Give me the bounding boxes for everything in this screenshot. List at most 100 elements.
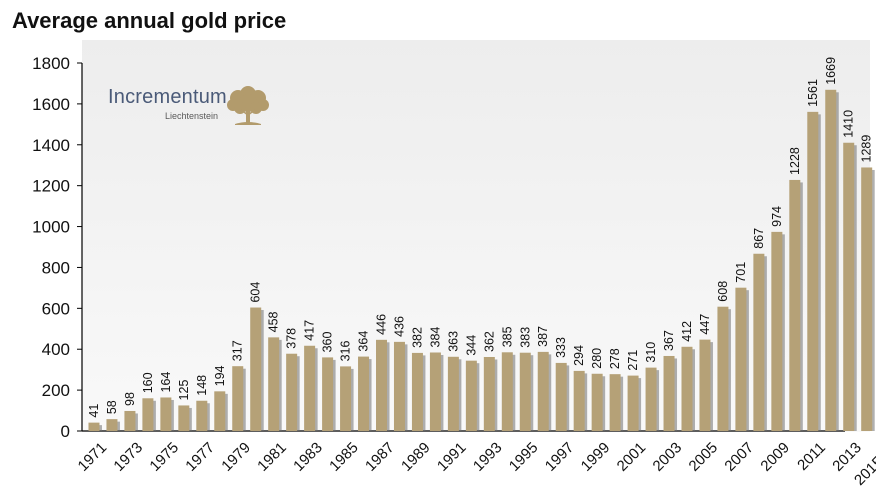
bar [232,366,244,431]
value-label: 160 [141,372,155,393]
incrementum-logo: Incrementum Liechtenstein [108,84,278,132]
bar [268,337,280,431]
bar [555,362,567,431]
value-label: 363 [446,331,460,352]
value-label: 367 [662,330,676,351]
value-label: 316 [339,340,353,361]
value-label: 378 [285,328,299,349]
value-label: 194 [213,365,227,386]
bar [717,306,729,431]
value-label: 125 [177,380,191,401]
value-label: 360 [321,331,335,352]
bar [663,355,675,431]
y-tick-label: 200 [42,381,70,400]
bar [699,339,711,431]
x-tick-label: 1987 [362,439,398,475]
data-labels: 41 58 98 160 164 125 148 194 317 604 458 378 417 360 3… [87,57,874,418]
value-label: 164 [159,372,173,393]
value-label: 701 [734,262,748,283]
bar [645,367,657,431]
bar [753,253,765,431]
bar [160,397,172,431]
value-label: 412 [680,321,694,342]
bar [609,374,621,431]
value-label: 1669 [824,57,838,85]
bar [393,341,405,431]
x-tick-label: 2003 [650,439,686,475]
value-label: 58 [105,400,119,414]
x-tick-label: 1999 [578,439,614,475]
bar [465,360,477,431]
value-label: 364 [357,331,371,352]
x-axis-ticks: 1971 1973 1975 1977 1979 1981 1983 1985 1987 1989… [75,439,876,489]
value-label: 387 [536,326,550,347]
y-tick-label: 1800 [32,54,70,73]
value-label: 436 [392,316,406,337]
bar [483,356,495,431]
bar [340,366,352,431]
bar [124,410,136,431]
bar [214,391,226,431]
x-tick-label: 2001 [614,439,650,475]
value-label: 382 [410,327,424,348]
value-label: 344 [464,335,478,356]
value-label: 362 [482,331,496,352]
value-label: 280 [590,348,604,369]
bar [322,357,334,431]
y-tick-label: 600 [42,299,70,318]
bar [771,231,783,431]
x-tick-label: 1983 [290,439,326,475]
x-tick-label: 1993 [470,439,506,475]
y-tick-label: 1200 [32,177,70,196]
value-label: 41 [87,404,101,418]
value-label: 446 [375,314,389,335]
bar [501,352,513,431]
bar [250,307,262,431]
value-label: 333 [554,337,568,358]
value-label: 148 [195,375,209,396]
value-label: 447 [698,314,712,335]
bar [429,352,441,431]
value-label: 98 [123,392,137,406]
y-tick-label: 1000 [32,218,70,237]
x-tick-label: 1973 [110,439,146,475]
value-label: 974 [770,206,784,227]
value-label: 317 [231,340,245,361]
value-label: 1561 [806,79,820,107]
y-tick-label: 1400 [32,136,70,155]
y-tick-label: 800 [42,258,70,277]
bar [358,356,370,431]
x-tick-label: 1981 [254,439,290,475]
y-axis-ticks: 0 200 400 600 800 1000 1200 1400 1600 1800 [32,54,82,441]
x-tick-label: 2011 [794,439,829,474]
value-label: 1289 [860,135,874,163]
x-tick-label: 1975 [146,439,182,475]
bar [537,351,549,431]
bar [789,179,801,431]
y-tick-label: 1600 [32,95,70,114]
value-label: 1410 [842,110,856,138]
value-label: 608 [716,281,730,302]
x-tick-label: 1997 [542,439,578,475]
logo-subtitle: Liechtenstein [165,111,219,121]
value-label: 384 [428,327,442,348]
bar [519,352,531,431]
bars [88,89,875,432]
x-tick-label: 1995 [506,439,542,475]
bar [735,287,747,431]
bar [861,167,873,431]
x-tick-label: 2009 [757,439,793,475]
value-label: 271 [626,350,640,371]
x-tick-label: 2005 [686,439,722,475]
bar [88,422,100,431]
value-label: 458 [267,311,281,332]
value-label: 417 [303,320,317,341]
value-label: 867 [752,228,766,249]
bar [825,89,837,431]
bar [843,142,855,431]
bar [573,370,585,431]
y-tick-label: 400 [42,340,70,359]
bar [106,419,118,431]
x-tick-label: 1977 [182,439,218,475]
